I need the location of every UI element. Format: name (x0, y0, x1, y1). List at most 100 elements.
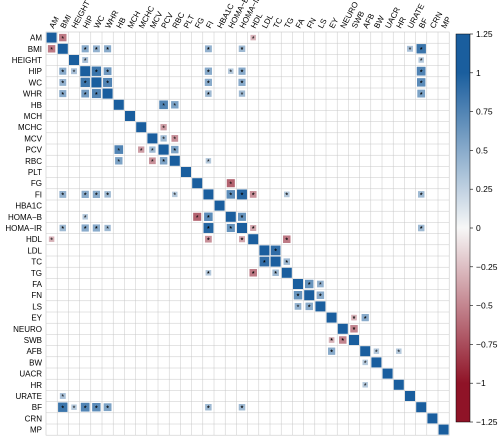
corr-cell (125, 111, 135, 121)
corr-cell (91, 77, 102, 88)
row-label: NEURO (13, 325, 42, 334)
significance-star: * (106, 69, 109, 76)
row-label: LDL (27, 246, 42, 255)
significance-star: * (95, 92, 98, 99)
corr-cell (362, 382, 368, 388)
corr-cell (81, 45, 89, 53)
corr-cell (158, 144, 169, 155)
corr-cell (362, 359, 368, 366)
corr-cell (104, 45, 112, 53)
row-label: AM (30, 34, 42, 43)
corr-cell (59, 33, 67, 42)
significance-star: * (162, 103, 165, 110)
significance-star: * (274, 249, 277, 256)
corr-cell (104, 224, 111, 232)
significance-star: * (84, 81, 87, 88)
corr-cell (283, 235, 291, 243)
corr-cell (272, 269, 279, 276)
corr-cell (238, 67, 246, 75)
corr-cell (81, 190, 89, 198)
significance-star: * (308, 305, 311, 312)
significance-star: * (252, 271, 255, 278)
corr-cell (102, 88, 113, 99)
significance-star: * (207, 226, 210, 233)
corr-cell (418, 57, 424, 63)
significance-star: * (420, 69, 423, 76)
significance-star: * (61, 92, 64, 99)
corr-cell (205, 90, 212, 97)
corr-cell (149, 146, 156, 153)
significance-star: * (106, 193, 109, 200)
significance-star: * (241, 47, 244, 54)
corr-cell (305, 279, 314, 289)
corr-cell (80, 402, 90, 412)
row-label: EY (31, 314, 42, 323)
significance-star: * (162, 159, 165, 166)
row-label: RBC (25, 157, 42, 166)
corr-cell (181, 167, 191, 177)
significance-star: * (364, 316, 367, 323)
significance-star: * (173, 148, 176, 155)
corr-cell (149, 157, 156, 165)
significance-star: * (61, 193, 64, 200)
corr-cell (92, 224, 100, 232)
corr-cell (305, 302, 313, 310)
corr-cell (203, 189, 214, 200)
corr-cell (349, 335, 359, 345)
significance-star: * (207, 81, 210, 88)
significance-star: * (106, 226, 109, 233)
corr-cell (239, 236, 245, 243)
significance-star: * (207, 159, 210, 166)
significance-star: * (106, 405, 109, 412)
corr-cell (249, 191, 257, 198)
corr-cell (172, 191, 178, 198)
significance-star: * (207, 405, 210, 412)
corr-cell (59, 90, 67, 98)
significance-star: * (319, 282, 322, 289)
column-label: FA (294, 16, 307, 29)
corr-cell (238, 78, 246, 86)
row-label: WC (29, 78, 43, 87)
significance-star: * (207, 47, 210, 54)
significance-star: * (241, 215, 244, 222)
row-label: MCHC (18, 123, 42, 132)
significance-star: * (341, 338, 344, 345)
corr-cell (281, 267, 292, 278)
significance-star: * (61, 405, 64, 412)
matrix-cells (46, 32, 449, 435)
significance-star: * (364, 383, 367, 390)
corr-cell (438, 424, 449, 435)
significance-star: * (61, 92, 64, 99)
row-label: FI (35, 190, 42, 199)
significance-star: * (229, 193, 232, 200)
row-label: CRN (25, 414, 43, 423)
colorbar-tick-label: −0.25 (476, 262, 498, 272)
significance-star: * (330, 338, 333, 345)
row-label: MCV (24, 134, 42, 143)
significance-star: * (84, 226, 87, 233)
corr-cell (328, 337, 335, 343)
significance-star: * (420, 193, 423, 200)
significance-star: * (106, 405, 109, 412)
significance-star: * (252, 193, 255, 200)
matrix-grid (45, 31, 450, 436)
significance-star: * (364, 316, 367, 323)
significance-star: * (285, 260, 288, 267)
column-label: EY (327, 16, 340, 30)
corr-cell (249, 269, 257, 277)
row-label: HEIGHT (12, 56, 42, 65)
significance-star: * (229, 226, 232, 233)
corr-cell (214, 200, 225, 211)
corr-cell (81, 89, 90, 98)
significance-star: * (285, 193, 288, 200)
column-label: FN (305, 16, 318, 30)
corr-cell (293, 291, 303, 300)
corr-cell (47, 45, 56, 53)
corr-cell (136, 122, 147, 133)
significance-star: * (308, 282, 311, 289)
significance-star: * (341, 338, 344, 345)
significance-star: * (420, 193, 423, 200)
significance-star: * (252, 226, 255, 233)
significance-star: * (241, 81, 244, 88)
